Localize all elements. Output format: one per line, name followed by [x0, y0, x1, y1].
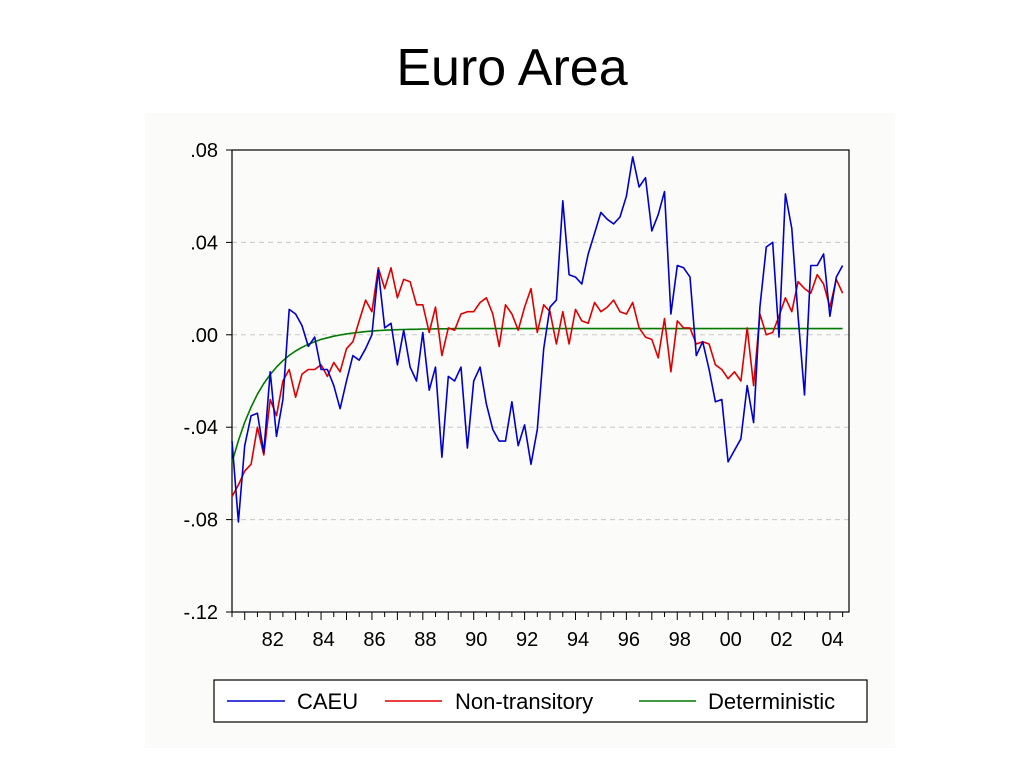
plot-area-frame — [231, 149, 850, 613]
series-line-caeu — [231, 156, 844, 523]
legend: CAEU Non-transitory Deterministic — [213, 679, 868, 723]
x-tick-label: 88 — [414, 629, 436, 651]
x-tick-label: 96 — [618, 629, 640, 651]
x-tick-label: 94 — [567, 629, 589, 651]
series-line-non-transitory — [231, 267, 844, 497]
legend-label-deterministic: Deterministic — [708, 689, 835, 714]
x-tick-label: 00 — [720, 629, 742, 651]
y-tick-label: -.08 — [184, 510, 218, 532]
line-chart: .08 .04 .00 -.04 -.08 -.12 82 84 86 88 90 92 94 96 98 0… — [184, 140, 868, 723]
series-lines — [231, 156, 844, 523]
x-tick-label: 92 — [516, 629, 538, 651]
x-tick-label: 04 — [821, 629, 843, 651]
y-tick-label: -.04 — [184, 417, 218, 439]
x-tick-label: 86 — [363, 629, 385, 651]
y-tick-label: -.12 — [184, 602, 218, 624]
y-tick-label: .08 — [190, 140, 218, 162]
x-tick-label: 90 — [465, 629, 487, 651]
legend-box — [213, 679, 868, 723]
legend-label-caeu: CAEU — [297, 689, 358, 714]
x-tick-label: 02 — [770, 629, 792, 651]
axes: .08 .04 .00 -.04 -.08 -.12 82 84 86 88 90 92 94 96 98 0… — [184, 140, 844, 651]
y-tick-label: .04 — [190, 232, 218, 254]
page-title: Euro Area — [396, 39, 628, 97]
x-tick-label: 98 — [669, 629, 691, 651]
y-tick-label: .00 — [190, 325, 218, 347]
series-line-deterministic — [231, 327, 843, 463]
chart-panel: .08 .04 .00 -.04 -.08 -.12 82 84 86 88 90 92 94 96 98 0… — [145, 113, 895, 748]
x-tick-label: 82 — [262, 629, 284, 651]
x-tick-label: 84 — [312, 629, 334, 651]
legend-label-non-transitory: Non-transitory — [455, 689, 593, 714]
